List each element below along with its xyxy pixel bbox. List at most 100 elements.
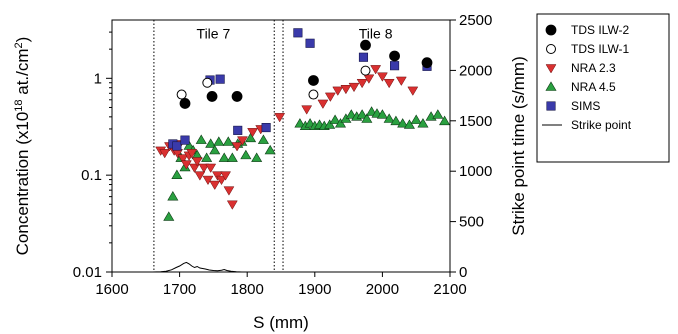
- point-nra-4-5: [417, 118, 429, 128]
- x-axis-title: S (mm): [253, 313, 309, 332]
- left-y-tick-label: 1: [94, 70, 102, 87]
- point-nra-2-3: [223, 186, 235, 196]
- x-axis-ticks: 1600 1700 1800 1900 2000 2100: [95, 272, 467, 298]
- point-nra-2-3: [194, 171, 206, 181]
- point-nra-4-5: [324, 119, 336, 129]
- point-nra-4-5: [195, 134, 207, 144]
- point-tds-ilw-2: [231, 91, 243, 102]
- legend-swatch-nra-4-5: [545, 81, 557, 91]
- legend-swatch-tds-ilw-1: [546, 44, 556, 54]
- point-sims: [305, 38, 315, 48]
- point-tds-ilw-2: [360, 39, 371, 51]
- point-nra-4-5: [432, 109, 444, 119]
- series-line-strike-point: [152, 261, 248, 272]
- point-sims: [293, 28, 303, 38]
- tile-annotation: Tile 7: [197, 26, 231, 42]
- point-nra-4-5: [205, 138, 217, 148]
- x-tick-label: 1700: [163, 281, 196, 298]
- x-tick-label: 1900: [298, 281, 331, 298]
- point-nra-2-3: [226, 200, 238, 210]
- point-nra-4-5: [329, 114, 341, 124]
- x-tick-label: 2100: [433, 281, 466, 298]
- point-nra-4-5: [201, 152, 213, 162]
- point-nra-2-3: [237, 136, 248, 146]
- point-nra-2-3: [301, 105, 313, 115]
- legend-label-tds-ilw-2: TDS ILW-2: [571, 23, 630, 37]
- legend-label-tds-ilw-1: TDS ILW-1: [571, 42, 630, 56]
- legend-swatch-nra-2-3: [545, 64, 557, 74]
- point-nra-2-3: [332, 86, 344, 96]
- legend-frame: [536, 13, 670, 163]
- point-nra-4-5: [410, 114, 422, 124]
- point-nra-4-5: [226, 152, 238, 162]
- point-nra-2-3: [340, 85, 352, 95]
- point-nra-2-3: [216, 175, 227, 186]
- legend-label-strike-point: Strike point: [571, 118, 632, 132]
- left-y-tick-label: 0.1: [81, 167, 102, 184]
- tile-annotation: Tile 8: [359, 26, 393, 42]
- point-nra-2-3: [395, 76, 407, 86]
- point-nra-2-3: [202, 175, 214, 186]
- point-nra-2-3: [274, 113, 286, 123]
- left-y-title-part1: Concentration (x10: [13, 112, 32, 256]
- right-y-tick-label: 2000: [459, 62, 492, 79]
- point-nra-4-5: [163, 211, 175, 221]
- point-nra-4-5: [257, 134, 269, 144]
- point-nra-4-5: [345, 109, 357, 119]
- point-nra-4-5: [213, 136, 225, 146]
- point-nra-2-3: [198, 163, 210, 173]
- point-tds-ilw-1: [176, 89, 187, 100]
- right-y-axis-ticks: 0 500 1000 1500 2000 2500: [450, 12, 492, 281]
- point-nra-2-3: [376, 72, 388, 82]
- point-nra-4-5: [222, 136, 234, 146]
- series-layer: [152, 28, 450, 272]
- point-nra-2-3: [348, 82, 360, 93]
- point-nra-4-5: [251, 152, 263, 162]
- point-nra-4-5: [240, 149, 252, 160]
- point-tds-ilw-2: [206, 91, 218, 102]
- point-sims: [172, 141, 182, 151]
- point-nra-4-5: [334, 118, 347, 128]
- point-nra-2-3: [189, 163, 200, 173]
- point-nra-4-5: [264, 144, 276, 155]
- point-sims: [390, 61, 400, 71]
- point-nra-4-5: [245, 132, 257, 143]
- point-tds-ilw-1: [308, 89, 319, 100]
- annotations: Tile 7 Tile 8: [197, 26, 393, 42]
- point-nra-4-5: [171, 169, 183, 179]
- left-y-tick-label: 0.01: [73, 264, 102, 281]
- point-tds-ilw-2: [421, 57, 433, 69]
- x-tick-label: 2000: [366, 281, 399, 298]
- point-nra-4-5: [403, 119, 415, 129]
- point-nra-4-5: [356, 109, 368, 119]
- point-nra-4-5: [209, 144, 221, 155]
- point-nra-2-3: [231, 142, 243, 152]
- legend-label-nra-2-3: NRA 2.3: [571, 61, 616, 75]
- point-nra-4-5: [439, 115, 450, 126]
- legend-label-nra-4-5: NRA 4.5: [571, 80, 616, 94]
- point-nra-4-5: [167, 191, 179, 201]
- point-nra-2-3: [220, 171, 232, 181]
- vertical-lines-layer: [153, 20, 284, 272]
- point-sims: [261, 123, 271, 133]
- left-y-axis-title: Concentration (x1018 at./cm2): [13, 37, 32, 256]
- point-nra-2-3: [159, 149, 171, 159]
- left-y-title-part2: at./cm: [13, 48, 32, 99]
- point-tds-ilw-1: [202, 77, 213, 88]
- left-y-title-sup1: 18: [13, 99, 25, 111]
- point-nra-4-5: [397, 118, 409, 128]
- left-y-axis-ticks: 0.01 0.1 1: [73, 31, 112, 281]
- point-nra-2-3: [205, 163, 217, 173]
- legend: TDS ILW-2 TDS ILW-1 NRA 2.3 NRA 4.5 SIMS Stri…: [536, 13, 670, 163]
- point-nra-4-5: [361, 113, 373, 123]
- right-y-tick-label: 0: [459, 264, 467, 281]
- point-nra-2-3: [177, 154, 189, 164]
- point-nra-2-3: [324, 92, 336, 102]
- point-nra-4-5: [383, 113, 395, 123]
- point-nra-2-3: [209, 180, 221, 191]
- point-nra-4-5: [376, 109, 388, 119]
- legend-swatch-tds-ilw-2: [545, 24, 557, 36]
- point-nra-2-3: [186, 149, 198, 159]
- legend-label-sims: SIMS: [571, 99, 600, 113]
